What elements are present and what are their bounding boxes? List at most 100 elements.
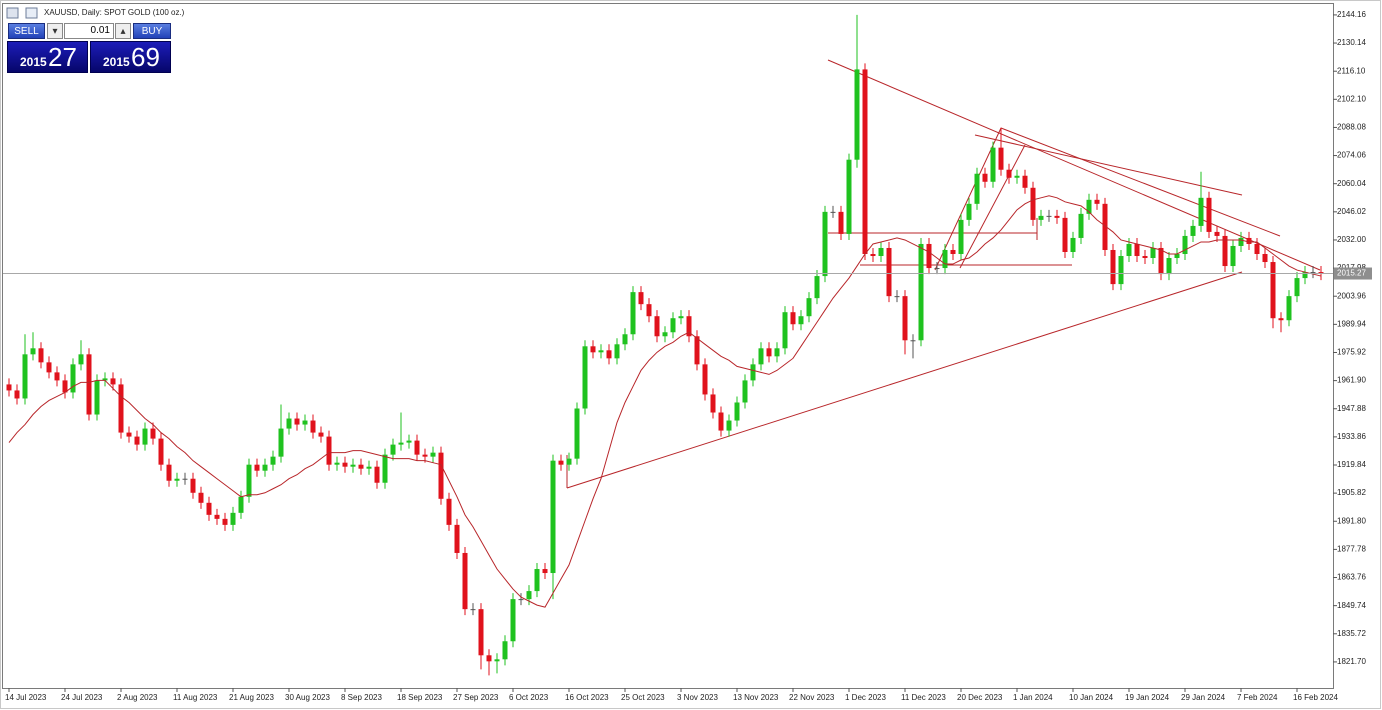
candle-body bbox=[294, 418, 300, 425]
x-tick-label: 30 Aug 2023 bbox=[285, 693, 330, 702]
y-tick-label: 1961.90 bbox=[1337, 376, 1366, 385]
candle-body bbox=[550, 460, 556, 574]
candle-body bbox=[622, 334, 628, 345]
candle-body bbox=[814, 276, 820, 299]
trend-line[interactable] bbox=[827, 59, 1321, 271]
candle-body bbox=[998, 147, 1004, 170]
candle-body bbox=[766, 348, 772, 357]
x-tick-label: 3 Nov 2023 bbox=[677, 693, 718, 702]
x-tick-label: 10 Jan 2024 bbox=[1069, 693, 1114, 702]
candle-body bbox=[1238, 237, 1244, 246]
trend-line[interactable] bbox=[974, 134, 1243, 196]
x-tick-label: 16 Feb 2024 bbox=[1293, 693, 1338, 702]
candle-body bbox=[654, 316, 660, 337]
chart-icon[interactable] bbox=[25, 7, 38, 19]
candle-body bbox=[438, 452, 444, 499]
candle-body bbox=[350, 464, 356, 467]
y-tick-label: 2130.14 bbox=[1337, 38, 1366, 47]
candle-body bbox=[318, 432, 324, 437]
candle-body bbox=[166, 464, 172, 481]
candle-body bbox=[134, 436, 140, 445]
sell-button[interactable]: SELL bbox=[8, 23, 45, 39]
candle-body bbox=[662, 332, 668, 337]
lot-down[interactable]: ▾ bbox=[47, 23, 63, 39]
y-tick-label: 1877.78 bbox=[1337, 545, 1366, 554]
candle-body bbox=[1134, 243, 1140, 257]
candle-body bbox=[486, 655, 492, 662]
y-tick-label: 1975.92 bbox=[1337, 348, 1366, 357]
x-tick-label: 19 Jan 2024 bbox=[1125, 693, 1170, 702]
candle-body bbox=[1078, 213, 1084, 238]
trend-line[interactable] bbox=[566, 271, 1243, 489]
y-tick-label: 2088.08 bbox=[1337, 123, 1366, 132]
trend-line[interactable] bbox=[934, 127, 1002, 271]
candle-body bbox=[758, 348, 764, 365]
candle-body bbox=[790, 312, 796, 325]
candle-body bbox=[1126, 243, 1132, 257]
candle-body bbox=[1014, 175, 1020, 178]
candle-body bbox=[782, 312, 788, 349]
candle-body bbox=[62, 380, 68, 393]
ask-quote[interactable]: 2015 69 bbox=[90, 41, 171, 73]
candle-body bbox=[1198, 197, 1204, 226]
trend-line[interactable] bbox=[1000, 127, 1281, 237]
candle-body bbox=[534, 569, 540, 592]
candle-body bbox=[190, 478, 196, 493]
candle-body bbox=[902, 296, 908, 341]
candle-body bbox=[646, 304, 652, 317]
candle-body bbox=[726, 420, 732, 431]
bid-quote[interactable]: 2015 27 bbox=[7, 41, 88, 73]
candle-body bbox=[446, 498, 452, 525]
candle-body bbox=[958, 219, 964, 255]
candle-body bbox=[774, 348, 780, 357]
candle-body bbox=[1006, 169, 1012, 178]
candle-body bbox=[1046, 215, 1052, 217]
x-tick-label: 11 Dec 2023 bbox=[901, 693, 946, 702]
menu-icon[interactable] bbox=[6, 7, 19, 19]
candle-body bbox=[1246, 237, 1252, 244]
candle-body bbox=[830, 211, 836, 213]
candle-body bbox=[870, 254, 876, 257]
candle-body bbox=[630, 292, 636, 335]
y-tick-label: 1947.88 bbox=[1337, 404, 1366, 413]
x-tick-label: 2 Aug 2023 bbox=[117, 693, 158, 702]
candle-body bbox=[1030, 187, 1036, 220]
candle-body bbox=[798, 316, 804, 325]
candle-body bbox=[6, 384, 12, 391]
candle-body bbox=[1310, 272, 1316, 274]
candle-body bbox=[126, 432, 132, 437]
candle-body bbox=[1262, 254, 1268, 263]
x-tick-label: 11 Aug 2023 bbox=[173, 693, 218, 702]
candle-body bbox=[582, 346, 588, 409]
ask-big: 2015 bbox=[103, 55, 130, 69]
candle-body bbox=[822, 211, 828, 277]
y-tick-label: 1863.76 bbox=[1337, 573, 1366, 582]
bid-pips: 27 bbox=[48, 42, 77, 72]
candle-body bbox=[38, 348, 44, 363]
candle-body bbox=[326, 436, 332, 465]
candle-body bbox=[1118, 256, 1124, 285]
candle-body bbox=[358, 464, 364, 469]
candle-body bbox=[110, 378, 116, 385]
y-tick-label: 1835.72 bbox=[1337, 629, 1366, 638]
candle-body bbox=[862, 69, 868, 255]
buy-button[interactable]: BUY bbox=[133, 23, 171, 39]
candle-body bbox=[454, 524, 460, 553]
candle-body bbox=[614, 344, 620, 359]
x-tick-label: 1 Jan 2024 bbox=[1013, 693, 1053, 702]
candle-body bbox=[990, 147, 996, 182]
candle-body bbox=[1302, 272, 1308, 279]
candle-body bbox=[286, 418, 292, 429]
candle-body bbox=[214, 514, 220, 519]
candle-body bbox=[254, 464, 260, 471]
x-tick-label: 22 Nov 2023 bbox=[789, 693, 835, 702]
lot-up[interactable]: ▴ bbox=[115, 23, 131, 39]
y-tick-label: 2046.02 bbox=[1337, 207, 1366, 216]
candle-body bbox=[158, 438, 164, 465]
lot-input[interactable]: 0.01 bbox=[64, 23, 114, 39]
candle-body bbox=[86, 354, 92, 415]
trend-line[interactable] bbox=[959, 144, 1026, 269]
candle-body bbox=[238, 496, 244, 513]
candle-body bbox=[918, 243, 924, 341]
